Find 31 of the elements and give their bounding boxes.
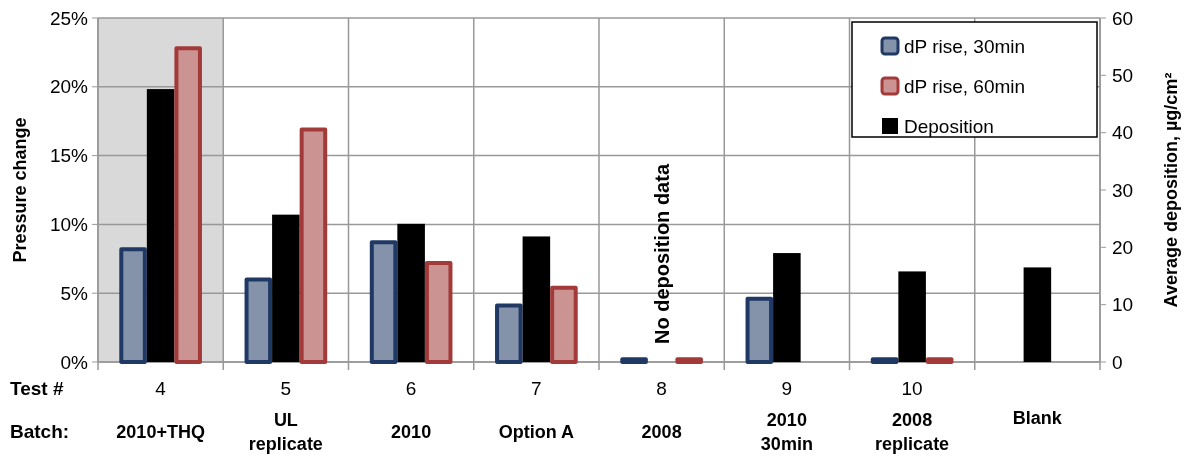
category-label: 6 2010 [391, 378, 432, 442]
y2-tick-label: 40 [1112, 122, 1134, 144]
x-tick-label: 5 UL replicate [248, 378, 323, 454]
x-tick-label: 10 2008 replicate [875, 378, 950, 454]
bar [898, 271, 926, 362]
y-tick-label: 20% [49, 76, 89, 98]
legend-label: Deposition [904, 115, 994, 137]
y-tick-label: 0% [60, 351, 89, 373]
x-tick-label: 9 2010 30min [760, 378, 813, 454]
category-label: 8 2008 [641, 378, 682, 442]
y2-tick-label: 20 [1112, 236, 1134, 258]
y-axis-title: Pressure change [10, 117, 30, 263]
y2-tick-label: 60 [1112, 7, 1134, 29]
legend-label: dP rise, 60min [904, 75, 1026, 97]
bar [1023, 267, 1052, 362]
annotation: No deposition data [650, 163, 673, 344]
text: Batch: [10, 421, 70, 442]
y-tick-label: 5% [60, 282, 89, 304]
y-tick-label: 15% [49, 145, 89, 167]
y-tick-label: 10% [49, 214, 89, 236]
y2-tick-label: 50 [1112, 64, 1134, 86]
legend-label: dP rise, 30min [904, 35, 1026, 57]
category-label: 4 2010+THQ [116, 378, 205, 442]
x-tick-label: Blank [1012, 408, 1063, 428]
y2-tick-label: 10 [1112, 294, 1134, 316]
category-label: 7 Option A [498, 378, 575, 442]
y-tick-label: 25% [49, 7, 89, 29]
y2-axis-title: Average deposition, µg/cm² [1161, 72, 1181, 308]
text: Test # [10, 378, 64, 399]
y2-tick-label: 30 [1112, 179, 1134, 201]
y2-tick-label: 0 [1112, 351, 1123, 373]
